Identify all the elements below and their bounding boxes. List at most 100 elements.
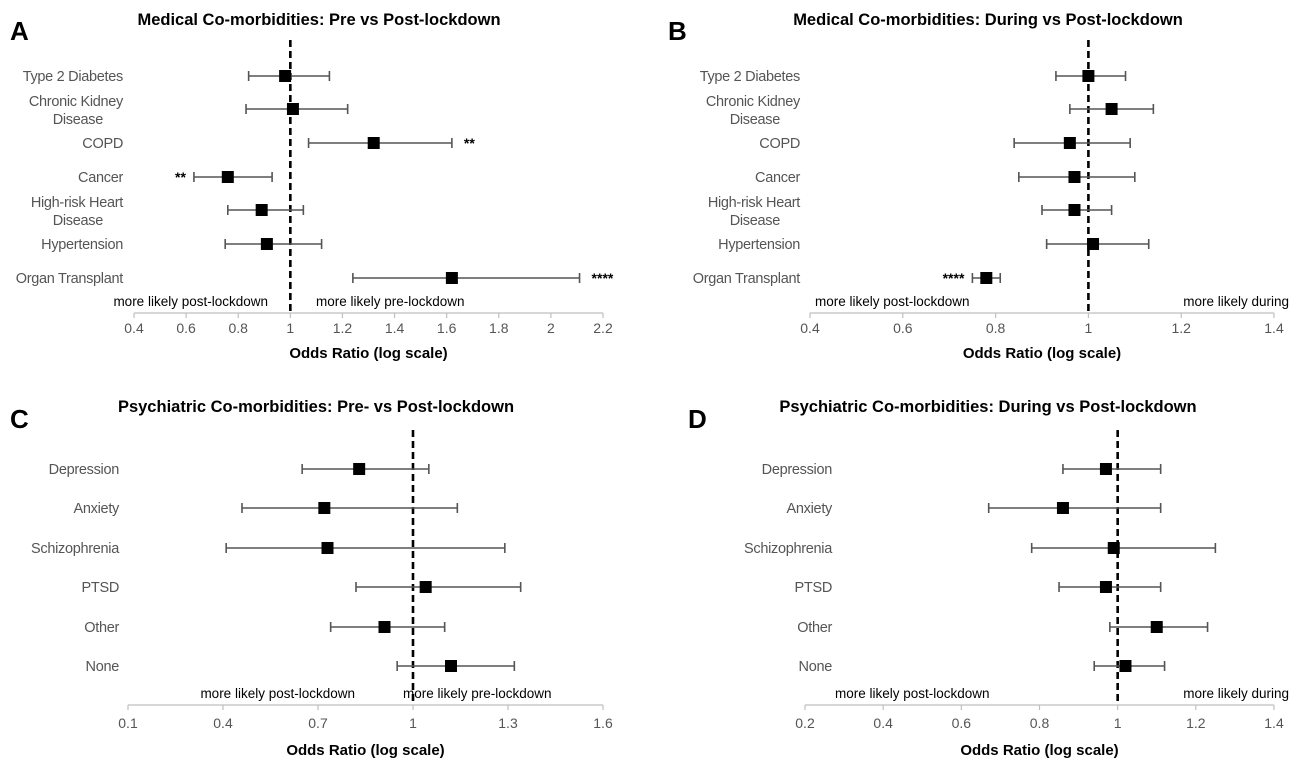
panel-c-tick-label: 1.3 [498,715,518,731]
panel-a-tick-label: 0.6 [176,320,196,336]
panel-b-title: Medical Co-morbidities: During vs Post-l… [793,11,1183,29]
panel-c-category-label: Depression [49,462,120,478]
panel-c-tick-label: 0.1 [118,715,138,731]
panel-a-significance-marker: **** [592,270,614,286]
panel-c-category-label: None [86,659,120,675]
panel-a-significance-marker: ** [464,135,475,151]
panel-a-tick-label: 1.8 [489,320,509,336]
panel-a-point-estimate [445,272,458,284]
panel-a-category-label: COPD [82,136,123,152]
panel-b-category-label: Hypertension [718,237,800,253]
panel-b-category-label: Cancer [755,170,800,186]
panel-a-left-note: more likely post-lockdown [113,294,268,309]
panel-b-tick-label: 1 [1085,320,1093,336]
panel-d-point-estimate [1099,463,1112,475]
panel-b-category-label: Chronic Kidney [706,94,801,110]
panel-b-tick-label: 1.4 [1264,320,1284,336]
panel-d-title: Psychiatric Co-morbidities: During vs Po… [779,398,1196,416]
panel-c-point-estimate [378,621,391,633]
panel-a-category-label: Cancer [78,170,123,186]
panel-c-x-axis-label: Odds Ratio (log scale) [286,742,444,759]
panel-c-tick-label: 0.4 [213,715,233,731]
panel-b-point-estimate [1087,238,1100,250]
panel-a-category-label: Type 2 Diabetes [23,69,123,85]
panel-a-point-estimate [367,137,380,149]
panel-b-point-estimate [1105,103,1118,115]
panel-c-point-estimate [353,463,366,475]
panel-d-tick-label: 0.6 [952,715,972,731]
panel-d-tick-label: 1 [1114,715,1122,731]
panel-c-point-estimate [321,542,334,554]
panel-b-significance-marker: **** [943,270,965,286]
panel-d-category-label: Other [797,620,832,636]
panel-c-point-estimate [318,502,331,514]
panel-b-left-note: more likely post-lockdown [815,294,970,309]
panel-d-tick-label: 0.2 [795,715,815,731]
panel-a-tick-label: 2 [547,320,555,336]
panel-d-point-estimate [1107,542,1120,554]
panel-c-point-estimate [419,581,432,593]
panel-b-right-note: more likely during [1183,294,1289,309]
panel-c-right-note: more likely pre-lockdown [403,686,552,701]
panel-c-category-label: PTSD [82,580,119,596]
panel-b-tick-label: 1.2 [1171,320,1191,336]
panel-c-left-note: more likely post-lockdown [200,686,355,701]
panel-d-category-label: Schizophrenia [744,541,833,557]
panel-d-category-label: Anxiety [787,501,833,517]
panel-c-tick-label: 1 [409,715,417,731]
panel-c-category-label: Anxiety [74,501,120,517]
panel-b-point-estimate [980,272,993,284]
panel-b-point-estimate [1068,171,1081,183]
panel-a-category-label: Chronic Kidney [29,94,124,110]
panel-b-category-label: Disease [730,213,781,229]
panel-a-point-estimate [286,103,299,115]
panel-a-point-estimate [279,70,292,82]
panel-d-point-estimate [1056,502,1069,514]
panel-a-category-label: Organ Transplant [16,271,124,287]
panel-c-title: Psychiatric Co-morbidities: Pre- vs Post… [118,398,514,416]
panel-b-x-axis-label: Odds Ratio (log scale) [963,345,1121,362]
panel-b-letter: B [668,16,687,46]
panel-a-x-axis-label: Odds Ratio (log scale) [289,345,447,362]
panel-d-x-axis-label: Odds Ratio (log scale) [960,742,1118,759]
panel-c-tick-label: 0.7 [308,715,328,731]
panel-a-point-estimate [260,238,273,250]
panel-b-category-label: Organ Transplant [693,271,801,287]
panel-d-point-estimate [1119,660,1132,672]
panel-d-tick-label: 1.2 [1186,715,1206,731]
panel-b-point-estimate [1063,137,1076,149]
panel-d-category-label: Depression [762,462,833,478]
panel-a-category-label: High-risk Heart [31,195,123,211]
panel-d-category-label: None [799,659,833,675]
panel-d-letter: D [688,404,707,434]
panel-a-category-label: Hypertension [41,237,123,253]
panel-a-significance-marker: ** [175,169,186,185]
panel-a-category-label: Disease [53,213,104,229]
panel-a-tick-label: 1.2 [333,320,353,336]
panel-b-category-label: Disease [730,112,781,128]
panel-a-tick-label: 2.2 [593,320,613,336]
panel-a-tick-label: 0.8 [228,320,248,336]
panel-d-left-note: more likely post-lockdown [835,686,990,701]
panel-b-point-estimate [1082,70,1095,82]
panel-d-tick-label: 0.4 [873,715,893,731]
panel-c-point-estimate [445,660,457,672]
panel-a-tick-label: 1.4 [385,320,405,336]
panel-c-tick-label: 1.6 [593,715,613,731]
panel-b-tick-label: 0.8 [986,320,1006,336]
panel-a-tick-label: 1.6 [437,320,457,336]
panel-d-category-label: PTSD [795,580,832,596]
panel-b-category-label: High-risk Heart [708,195,800,211]
panel-c-letter: C [10,404,29,434]
panel-b-tick-label: 0.6 [893,320,913,336]
panel-a-category-label: Disease [53,112,104,128]
panel-d-right-note: more likely during [1183,686,1289,701]
panel-b-point-estimate [1068,204,1081,216]
panel-a-point-estimate [255,204,268,216]
panel-a-title: Medical Co-morbidities: Pre vs Post-lock… [137,11,500,29]
panel-a-tick-label: 1 [286,320,294,336]
panel-c-category-label: Other [84,620,119,636]
panel-d-tick-label: 0.8 [1030,715,1050,731]
panel-b-category-label: COPD [759,136,800,152]
